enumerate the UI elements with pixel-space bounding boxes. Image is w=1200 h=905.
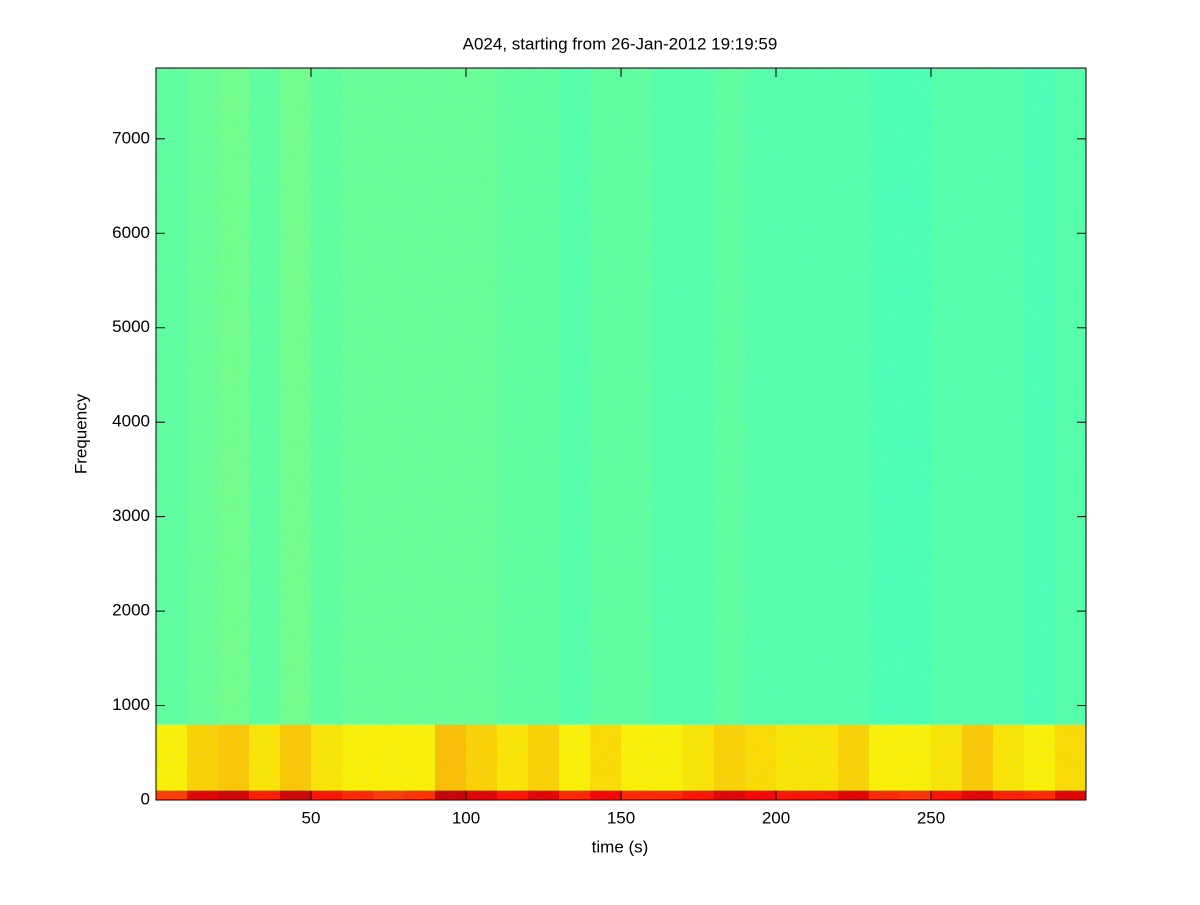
y-tick-label: 3000: [112, 506, 150, 525]
texture: [156, 68, 1086, 800]
x-axis-label: time (s): [592, 837, 649, 856]
y-tick-label: 7000: [112, 128, 150, 147]
x-tick-label: 150: [607, 808, 635, 827]
x-tick-label: 100: [452, 808, 480, 827]
x-tick-label: 200: [762, 808, 790, 827]
y-tick-label: 1000: [112, 695, 150, 714]
y-axis-label: Frequency: [71, 393, 90, 474]
y-tick-label: 2000: [112, 601, 150, 620]
y-tick-label: 5000: [112, 317, 150, 336]
y-tick-label: 4000: [112, 412, 150, 431]
y-tick-label: 0: [141, 789, 150, 808]
x-tick-label: 250: [917, 808, 945, 827]
chart-title: A024, starting from 26-Jan-2012 19:19:59: [463, 34, 778, 53]
y-tick-label: 6000: [112, 223, 150, 242]
x-tick-label: 50: [302, 808, 321, 827]
